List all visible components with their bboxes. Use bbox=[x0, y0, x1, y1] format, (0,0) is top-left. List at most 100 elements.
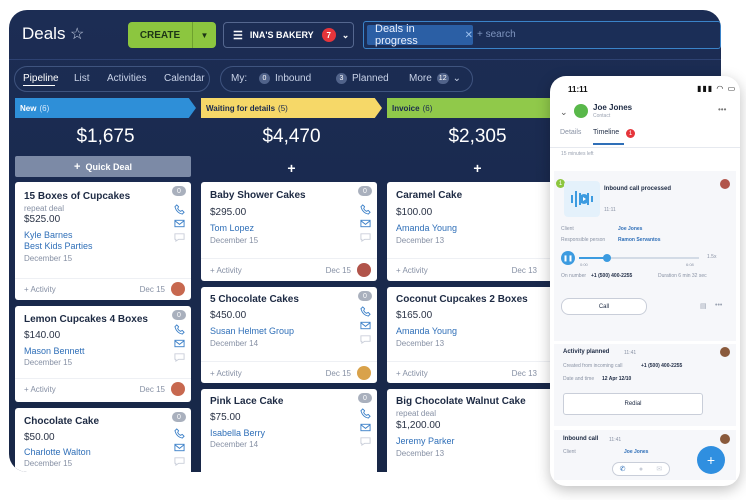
chat-icon[interactable] bbox=[360, 232, 371, 243]
more-filter[interactable]: More 12 ⌄ bbox=[409, 73, 461, 84]
phone-icon[interactable] bbox=[360, 408, 371, 419]
deal-title[interactable]: Lemon Cupcakes 4 Boxes bbox=[24, 314, 148, 325]
tab-calendar[interactable]: Calendar bbox=[164, 73, 205, 84]
deal-card[interactable]: Caramel Cake $100.00 Amanda Young Decemb… bbox=[387, 182, 563, 281]
deal-title[interactable]: Coconut Cupcakes 2 Boxes bbox=[396, 294, 528, 305]
deal-contact[interactable]: Tom Lopez bbox=[210, 223, 255, 233]
deal-title[interactable]: Caramel Cake bbox=[396, 190, 463, 201]
deal-price: $140.00 bbox=[24, 330, 61, 341]
phone-icon[interactable] bbox=[174, 324, 185, 335]
planned-label: Planned bbox=[352, 73, 389, 84]
mail-icon[interactable] bbox=[360, 320, 371, 331]
tab-list[interactable]: List bbox=[74, 73, 90, 84]
redial-button[interactable]: Redial bbox=[563, 393, 703, 415]
deal-contact[interactable]: Amanda Young bbox=[396, 326, 458, 336]
call-button[interactable]: Call bbox=[561, 298, 647, 315]
filter-icon: ☰ bbox=[233, 29, 243, 42]
search-placeholder[interactable]: + search bbox=[477, 29, 516, 40]
audio-scrubber[interactable] bbox=[603, 254, 611, 262]
add-activity-link[interactable]: + Activity bbox=[210, 266, 242, 275]
tab-pipeline[interactable]: Pipeline bbox=[23, 73, 59, 84]
chat-icon[interactable] bbox=[360, 334, 371, 345]
phone-icon[interactable] bbox=[360, 204, 371, 215]
filter-button[interactable]: ☰ INA'S BAKERY 7 ⌄ bbox=[223, 22, 354, 48]
deal-card[interactable]: 0 15 Boxes of Cupcakes repeat deal $525.… bbox=[15, 182, 191, 300]
phone-icon[interactable] bbox=[360, 306, 371, 317]
mail-icon[interactable] bbox=[360, 422, 371, 433]
stage-new[interactable]: New (6) bbox=[15, 98, 196, 118]
star-icon[interactable]: ☆ bbox=[70, 26, 85, 43]
deal-card[interactable]: 0 Pink Lace Cake $75.00 Isabella Berry D… bbox=[201, 389, 377, 472]
note-icon[interactable]: ▤ bbox=[700, 303, 707, 310]
inbound-filter[interactable]: 0 Inbound bbox=[259, 73, 311, 84]
deal-title[interactable]: Big Chocolate Walnut Cake bbox=[396, 396, 526, 407]
responsible-value[interactable]: Ramon Servantos bbox=[618, 237, 661, 243]
mail-icon[interactable] bbox=[174, 442, 185, 453]
deal-card[interactable]: 0 Baby Shower Cakes $295.00 Tom Lopez De… bbox=[201, 182, 377, 281]
call-duration: Duration 6 min 32 sec bbox=[658, 273, 707, 279]
create-button[interactable]: CREATE ▼ bbox=[128, 22, 216, 48]
deal-card[interactable]: Big Chocolate Walnut Cake repeat deal $1… bbox=[387, 389, 563, 472]
add-deal-button[interactable]: + bbox=[287, 160, 296, 176]
activity-date: Dec 15 bbox=[139, 285, 165, 294]
inbound-client-value[interactable]: Joe Jones bbox=[624, 449, 649, 455]
deal-contact[interactable]: Amanda Young bbox=[396, 223, 458, 233]
more-icon[interactable]: ••• bbox=[718, 105, 727, 114]
chat-icon[interactable] bbox=[174, 352, 185, 363]
create-label[interactable]: CREATE bbox=[139, 29, 181, 41]
deal-contact[interactable]: Jeremy Parker bbox=[396, 436, 455, 446]
client-value[interactable]: Joe Jones bbox=[618, 226, 643, 232]
deal-title[interactable]: 5 Chocolate Cakes bbox=[210, 294, 299, 305]
add-deal-button[interactable]: + bbox=[473, 160, 482, 176]
deal-title[interactable]: Baby Shower Cakes bbox=[210, 190, 306, 201]
search-input[interactable]: Deals in progress ✕ + search bbox=[363, 21, 721, 49]
add-activity-link[interactable]: + Activity bbox=[396, 369, 428, 378]
chat-icon[interactable] bbox=[174, 232, 185, 243]
add-activity-link[interactable]: + Activity bbox=[24, 385, 56, 394]
chat-icon[interactable] bbox=[360, 436, 371, 447]
deal-card[interactable]: Coconut Cupcakes 2 Boxes $165.00 Amanda … bbox=[387, 287, 563, 383]
channel-switcher[interactable]: ✆ ● ✉ bbox=[612, 462, 670, 476]
chevron-down-icon[interactable]: ▼ bbox=[200, 30, 209, 40]
deal-card[interactable]: 0 Chocolate Cake $50.00 Charlotte Walton… bbox=[15, 408, 191, 472]
filter-label: INA'S BAKERY bbox=[249, 30, 314, 40]
deal-contact[interactable]: Kyle Barnes bbox=[24, 230, 73, 240]
deal-card[interactable]: 0 Lemon Cupcakes 4 Boxes $140.00 Mason B… bbox=[15, 306, 191, 402]
phone-icon[interactable]: ✆ bbox=[619, 466, 626, 473]
phone-icon[interactable] bbox=[174, 204, 185, 215]
deal-title[interactable]: 15 Boxes of Cupcakes bbox=[24, 191, 131, 202]
chat-icon[interactable] bbox=[174, 456, 185, 467]
tab-activities[interactable]: Activities bbox=[107, 73, 147, 84]
add-activity-link[interactable]: + Activity bbox=[210, 369, 242, 378]
deal-contact[interactable]: Charlotte Walton bbox=[24, 447, 91, 457]
stage-invoice[interactable]: Invoice (6) bbox=[387, 98, 557, 118]
quick-deal-button[interactable]: + Quick Deal bbox=[15, 156, 191, 177]
deal-title[interactable]: Pink Lace Cake bbox=[210, 396, 284, 407]
deal-title[interactable]: Chocolate Cake bbox=[24, 416, 100, 427]
add-activity-link[interactable]: + Activity bbox=[24, 285, 56, 294]
close-icon[interactable]: ✕ bbox=[464, 29, 473, 41]
search-chip[interactable]: Deals in progress ✕ bbox=[367, 23, 473, 47]
mail-icon[interactable] bbox=[360, 218, 371, 229]
mail-icon[interactable] bbox=[174, 338, 185, 349]
mail-icon[interactable]: ✉ bbox=[656, 466, 663, 473]
tab-details[interactable]: Details bbox=[560, 129, 582, 136]
more-icon[interactable]: ••• bbox=[715, 302, 723, 309]
pause-icon[interactable]: ❚❚ bbox=[561, 251, 575, 265]
deal-card[interactable]: 0 5 Chocolate Cakes $450.00 Susan Helmet… bbox=[201, 287, 377, 383]
planned-filter[interactable]: 3 Planned bbox=[336, 73, 389, 84]
phone-icon[interactable] bbox=[174, 428, 185, 439]
tab-timeline[interactable]: Timeline bbox=[593, 129, 620, 136]
add-button[interactable]: + bbox=[697, 446, 725, 474]
deal-contact[interactable]: Isabella Berry bbox=[210, 428, 266, 438]
deal-contact[interactable]: Susan Helmet Group bbox=[210, 326, 295, 336]
deal-contact[interactable]: Mason Bennett bbox=[24, 346, 85, 356]
add-activity-link[interactable]: + Activity bbox=[396, 266, 428, 275]
chevron-down-icon[interactable]: ⌄ bbox=[560, 107, 568, 117]
deal-company[interactable]: Best Kids Parties bbox=[24, 241, 93, 251]
audio-track[interactable] bbox=[579, 257, 699, 259]
playback-speed[interactable]: 1.5x bbox=[707, 254, 717, 260]
mail-icon[interactable] bbox=[174, 218, 185, 229]
chat-icon[interactable]: ● bbox=[638, 465, 644, 473]
stage-waiting[interactable]: Waiting for details (5) bbox=[201, 98, 382, 118]
